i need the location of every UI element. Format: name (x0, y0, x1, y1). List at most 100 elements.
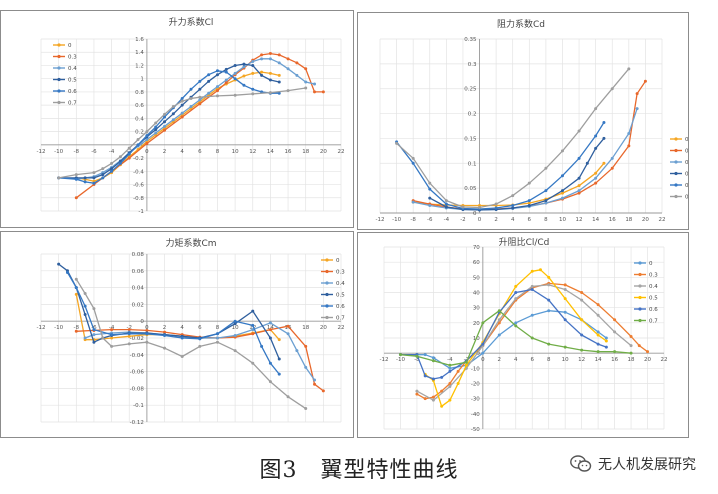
data-point (198, 79, 202, 83)
data-point (127, 334, 131, 338)
x-tick-label: 14 (267, 149, 274, 155)
legend-label: 0.4 (649, 284, 658, 290)
legend-item: 0.7 (634, 319, 658, 325)
data-point (321, 90, 325, 94)
data-point (596, 333, 600, 337)
data-point (440, 389, 444, 393)
data-point (92, 340, 96, 344)
series-0.7 (57, 86, 308, 180)
data-point (154, 128, 158, 132)
data-point (456, 369, 460, 373)
data-point (110, 328, 114, 332)
legend-label: 0.7 (68, 101, 77, 107)
data-point (110, 169, 114, 173)
data-point (277, 357, 281, 361)
data-point (304, 344, 308, 348)
legend-item: 0.5 (53, 78, 77, 84)
y-tick-label: 50 (473, 275, 480, 281)
data-point (313, 82, 317, 86)
data-point (110, 161, 114, 165)
data-point (635, 92, 639, 96)
series-0.5 (57, 62, 281, 180)
data-point (428, 204, 432, 208)
data-point (596, 313, 600, 317)
data-point (180, 111, 184, 115)
y-tick-label: -0.8 (133, 196, 144, 202)
data-point (481, 351, 485, 355)
data-point (251, 361, 255, 365)
x-tick-label: -10 (54, 325, 63, 331)
data-point (224, 78, 228, 82)
data-point (74, 177, 78, 181)
data-point (577, 156, 581, 160)
data-point (602, 136, 606, 140)
wechat-icon (570, 455, 592, 472)
data-point (215, 89, 219, 93)
data-point (431, 377, 435, 381)
legend-label: 0.4 (336, 281, 345, 287)
data-point (514, 284, 518, 288)
data-point (118, 155, 122, 159)
x-tick-label: 18 (302, 325, 309, 331)
data-point (594, 107, 598, 111)
legend-label: 0.3 (336, 270, 345, 276)
data-point (268, 336, 272, 340)
data-point (596, 342, 600, 346)
data-point (251, 323, 255, 327)
series-line (66, 272, 280, 375)
x-tick-label: 14 (592, 217, 599, 223)
y-tick-label: -0.4 (133, 169, 144, 175)
data-point (295, 61, 299, 65)
legend-label: 0.5 (685, 172, 688, 178)
legend-item: 0.7 (670, 195, 688, 201)
y-tick-label: 60 (473, 260, 480, 266)
x-tick-label: 10 (232, 325, 239, 331)
x-tick-label: 16 (609, 217, 616, 223)
x-tick-label: 16 (285, 149, 292, 155)
x-tick-label: 6 (528, 217, 532, 223)
data-point (260, 70, 264, 74)
x-tick-label: 2 (494, 217, 498, 223)
x-tick-label: -12 (380, 357, 389, 363)
data-point (448, 398, 452, 402)
data-point (560, 191, 564, 195)
legend: 0 0.3 0.4 0.5 0.6 0.7 (321, 258, 345, 322)
data-point (627, 144, 631, 148)
legend-label: 0.6 (336, 304, 345, 310)
legend-label: 0.4 (68, 66, 77, 72)
data-point (527, 201, 531, 205)
legend: 0 0.3 0.4 0.5 0.6 0.7 (670, 137, 688, 201)
legend-marker (638, 284, 642, 288)
data-point (127, 152, 131, 156)
data-point (461, 205, 465, 209)
data-point (613, 350, 617, 354)
series-0.7 (395, 67, 631, 210)
data-point (251, 92, 255, 96)
data-point (154, 121, 158, 125)
data-point (440, 404, 444, 408)
data-point (163, 124, 167, 128)
cm-chart-panel: -12-10-8-6-4-20246810121416182022-0.12-0… (0, 231, 354, 438)
data-point (428, 196, 432, 200)
data-point (242, 62, 246, 66)
x-tick-label: 20 (320, 325, 327, 331)
data-point (481, 321, 485, 325)
data-point (411, 161, 415, 165)
series-line (76, 58, 315, 180)
legend-label: 0 (649, 261, 653, 267)
x-tick-label: 18 (628, 357, 635, 363)
data-point (198, 102, 202, 106)
data-point (547, 275, 551, 279)
data-point (313, 382, 317, 386)
data-point (478, 206, 482, 210)
data-point (560, 174, 564, 178)
legend-item: 0.4 (53, 66, 77, 72)
legend-label: 0.5 (649, 296, 658, 302)
legend-marker (57, 89, 61, 93)
data-point (233, 71, 237, 75)
data-point (538, 268, 542, 272)
data-point (74, 329, 78, 333)
data-point (629, 351, 633, 355)
x-tick-label: -12 (37, 149, 46, 155)
data-point (74, 292, 78, 296)
